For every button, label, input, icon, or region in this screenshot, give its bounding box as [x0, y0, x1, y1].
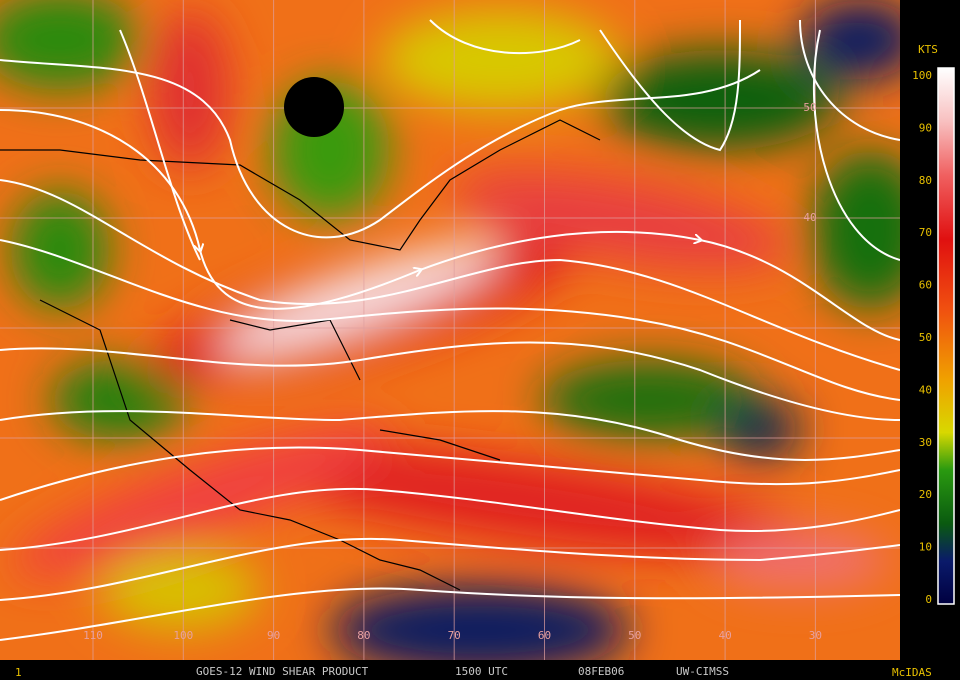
colorbar-tick-label: 0 [925, 593, 932, 606]
colorbar-tick-label: 10 [919, 541, 932, 554]
colorbar [937, 67, 955, 605]
source: UW-CIMSS [676, 665, 729, 678]
longitude-label: 110 [83, 629, 103, 642]
longitude-label: 100 [173, 629, 193, 642]
colorbar-tick-label: 50 [919, 331, 932, 344]
colorbar-unit: KTS [918, 43, 938, 56]
frame-number: 1 [15, 666, 22, 679]
longitude-label: 60 [538, 629, 551, 642]
longitude-label: 30 [809, 629, 822, 642]
longitude-label: 80 [357, 629, 370, 642]
colorbar-ticks: 0 10 20 30 40 50 60 70 80 90 100 [912, 69, 932, 606]
colorbar-tick-label: 20 [919, 488, 932, 501]
latitude-label: 50 [803, 101, 816, 114]
colorbar-tick-label: 100 [912, 69, 932, 82]
date: 08FEB06 [578, 665, 624, 678]
colorbar-tick-label: 30 [919, 436, 932, 449]
software: McIDAS [892, 666, 932, 679]
longitude-label: 90 [267, 629, 280, 642]
longitude-labels: 110 100 90 80 70 60 50 40 30 50 40 [83, 101, 822, 642]
longitude-label: 50 [628, 629, 641, 642]
footer: 1 GOES-12 WIND SHEAR PRODUCT 1500 UTC 08… [15, 665, 932, 679]
streamlines [0, 19, 900, 641]
longitude-label: 40 [718, 629, 731, 642]
colorbar-tick-label: 60 [919, 279, 932, 292]
product-name: GOES-12 WIND SHEAR PRODUCT [196, 665, 369, 678]
static-grid [0, 327, 900, 549]
shear-field: 110 100 90 80 70 60 50 40 30 50 40 [0, 0, 900, 660]
time: 1500 UTC [455, 665, 508, 678]
longitude-label: 70 [448, 629, 461, 642]
colorbar-tick-label: 90 [919, 121, 932, 134]
colorbar-tick-label: 40 [919, 383, 932, 396]
colorbar-tick-label: 80 [919, 174, 932, 187]
latitude-label: 40 [803, 211, 816, 224]
colorbar-tick-label: 70 [919, 226, 932, 239]
